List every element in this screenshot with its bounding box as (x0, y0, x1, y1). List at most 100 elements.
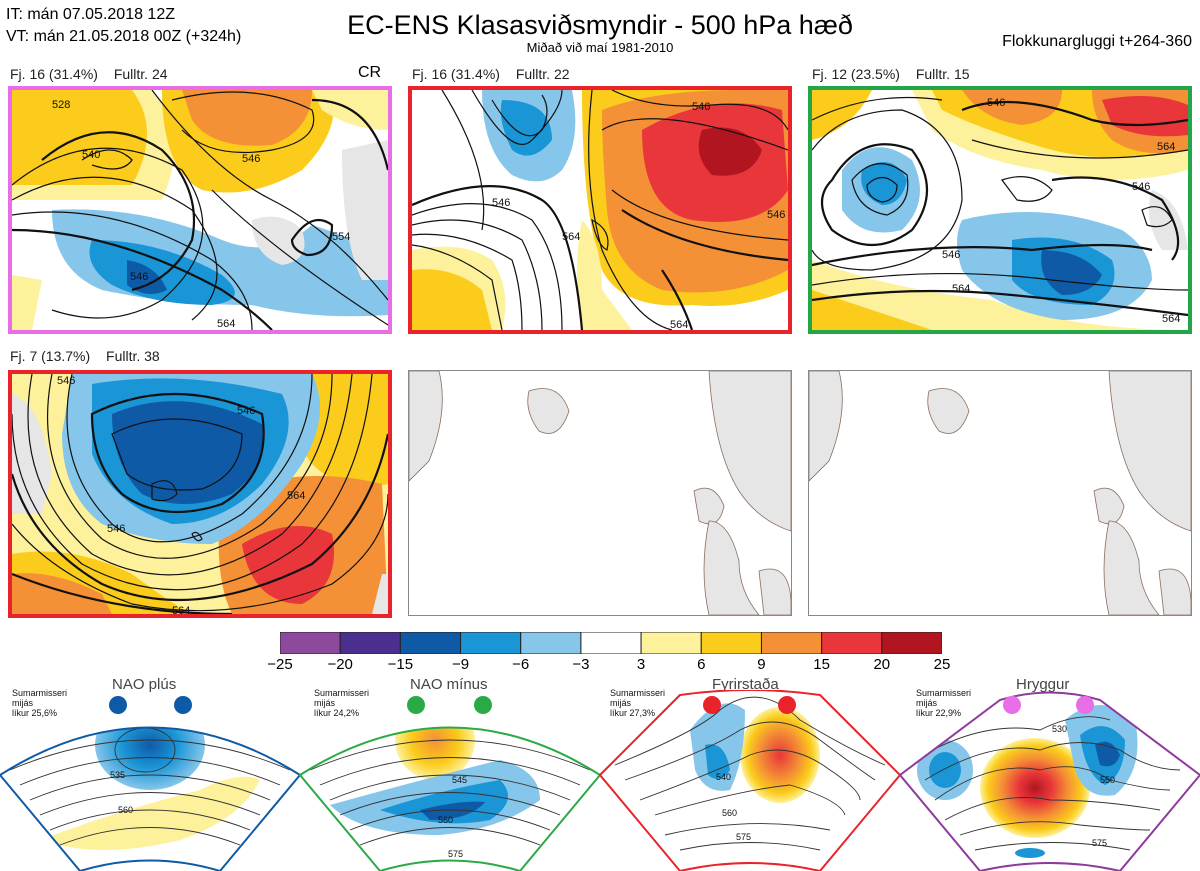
contour-label: 546 (237, 405, 255, 417)
contour-label: 564 (952, 283, 970, 295)
marker-2b (474, 696, 492, 714)
cluster-map-3: 546 564 546 546 564 564 (808, 86, 1192, 334)
marker-1a (109, 696, 127, 714)
colorbar-swatch (700, 631, 762, 655)
contour-label: 546 (57, 375, 75, 387)
colorbar-tick-label: 6 (697, 656, 706, 673)
colorbar-swatch (339, 631, 401, 655)
panel-3-rep: Fulltr. 15 (915, 66, 970, 82)
colorbar-tick-label: −6 (512, 656, 530, 673)
cluster-map-4: 546 546 546 564 564 (8, 370, 392, 618)
marker-4a (1003, 696, 1021, 714)
fan-outline-4 (898, 691, 1200, 871)
contour-label: 564 (287, 490, 305, 502)
colorbar-swatch (460, 631, 522, 655)
fan-outline-2 (298, 726, 602, 871)
contour-label: 564 (1162, 313, 1180, 325)
fan-outline-1 (0, 726, 302, 871)
fan-label: 575 (736, 832, 751, 842)
regime-title-2: NAO mínus (410, 676, 488, 693)
valid-time: VT: mán 21.05.2018 00Z (+324h) (6, 28, 242, 45)
contour-label: 540 (82, 149, 100, 161)
colorbar-tick-label: −9 (451, 656, 470, 673)
empty-map-5 (408, 370, 792, 616)
fan-label: 560 (722, 808, 737, 818)
colorbar-tick-label: 15 (813, 656, 830, 673)
fan-label: 540 (716, 772, 731, 782)
marker-2a (407, 696, 425, 714)
colorbar-tick-label: −20 (327, 656, 353, 673)
regime-fans-svg: 535 560 545 560 575 (0, 690, 1200, 871)
panel-2-label: Fj. 16 (31.4%) Fulltr. 22 (412, 66, 582, 82)
colorbar-swatch (821, 631, 883, 655)
contour-label: 546 (767, 209, 785, 221)
marker-3a (703, 696, 721, 714)
fan-label: 550 (1100, 775, 1115, 785)
regime-title-3: Fyrirstaða (712, 676, 779, 693)
contour-label: 546 (987, 97, 1005, 109)
colorbar-swatch (640, 631, 702, 655)
contour-label: 546 (692, 101, 710, 113)
colorbar-tick-label: −25 (267, 656, 293, 673)
contour-label: 564 (172, 605, 190, 614)
contour-label: 564 (670, 319, 688, 330)
contour-label: 564 (1157, 141, 1175, 153)
page-subtitle: Miðað við maí 1981-2010 (526, 40, 674, 55)
regime-info-1: Sumarmisseri mijás líkur 25,6% (12, 688, 68, 718)
fan-label: 545 (452, 775, 467, 785)
contour-label: 554 (332, 231, 350, 243)
contour-label: 546 (492, 197, 510, 209)
colorbar-tick-label: 9 (757, 656, 766, 673)
header-info: IT: mán 07.05.2018 12Z VT: mán 21.05.201… (6, 4, 241, 48)
contour-label: 546 (1132, 181, 1150, 193)
panel-1-label: Fj. 16 (31.4%) Fulltr. 24 (10, 66, 180, 82)
fan-label: 560 (438, 815, 453, 825)
cluster-map-1: 528 540 546 554 546 564 (8, 86, 392, 334)
colorbar-swatch (399, 631, 462, 655)
regime-title-4: Hryggur (1016, 676, 1070, 693)
marker-3b (778, 696, 796, 714)
contour-label: 564 (562, 231, 580, 243)
colorbar (279, 631, 943, 659)
panel-4-rep: Fulltr. 38 (106, 348, 160, 364)
fan-label: 535 (110, 770, 125, 780)
colorbar-swatch (881, 631, 943, 655)
panel-3-count: Fj. 12 (23.5%) (812, 66, 900, 82)
panel-1-rep: Fulltr. 24 (113, 66, 168, 82)
marker-4b (1076, 696, 1094, 714)
cluster-map-2: 546 564 546 546 564 (408, 86, 792, 334)
fan-label: 560 (118, 805, 133, 815)
contour-label: 546 (130, 271, 148, 283)
marker-1b (174, 696, 192, 714)
empty-map-6 (808, 370, 1192, 616)
fan-label: 530 (1052, 724, 1067, 734)
regime-title-1: NAO plús (112, 676, 177, 693)
fan-label: 575 (1092, 838, 1107, 848)
contour-label: 546 (242, 153, 260, 165)
regime-info-3: Sumarmisseri mijás líkur 27,3% (610, 688, 666, 718)
panel-1-regime: CR (358, 64, 382, 81)
panel-4-count: Fj. 7 (13.7%) (10, 348, 91, 364)
colorbar-tick-label: 3 (636, 656, 646, 673)
panel-1-count: Fj. 16 (31.4%) (10, 66, 98, 82)
panel-3-label: Fj. 12 (23.5%) Fulltr. 15 (812, 66, 982, 82)
contour-label: 564 (217, 318, 235, 330)
panel-4-label: Fj. 7 (13.7%) Fulltr. 38 (10, 348, 172, 364)
classification-window: Flokkunargluggi t+264-360 (1002, 33, 1192, 50)
colorbar-tick-label: −3 (572, 656, 590, 673)
colorbar-swatch (580, 631, 642, 655)
colorbar-tick-label: 25 (933, 656, 951, 673)
contour-label: 546 (107, 523, 125, 535)
colorbar-swatch (279, 631, 341, 655)
fan-label: 575 (448, 849, 463, 859)
regime-info-4: Sumarmisseri mijás líkur 22,9% (916, 688, 972, 718)
panel-2-rep: Fulltr. 22 (515, 66, 570, 82)
panel-2-count: Fj. 16 (31.4%) (412, 66, 500, 82)
colorbar-tick-label: 20 (873, 656, 891, 673)
contour-label: 546 (942, 249, 960, 261)
regime-info-2: Sumarmisseri mijás líkur 24,2% (314, 688, 370, 718)
colorbar-swatch (760, 631, 823, 655)
initial-time: IT: mán 07.05.2018 12Z (6, 6, 175, 23)
colorbar-tick-label: −15 (387, 656, 414, 673)
contour-label: 528 (52, 99, 70, 111)
